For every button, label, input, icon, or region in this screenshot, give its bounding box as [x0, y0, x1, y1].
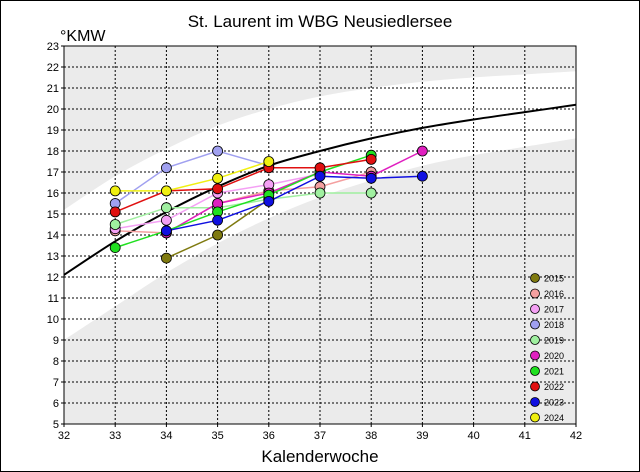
series-line-2023 [166, 175, 423, 232]
legend-marker-2020 [530, 350, 540, 361]
reference-curve [64, 103, 576, 276]
series-line-2018 [114, 150, 270, 205]
legend-label-2023: 2023 [544, 398, 564, 408]
data-point-2015 [160, 252, 172, 264]
y-tick-label: 22 [47, 62, 59, 74]
legend-marker-2024 [530, 412, 540, 423]
range-band [64, 71, 576, 340]
legend-label-2015: 2015 [544, 274, 564, 284]
data-point-2023 [416, 170, 428, 182]
x-tick-label: 36 [263, 430, 275, 442]
legend-marker-2018 [530, 319, 540, 330]
y-tick-label: 14 [47, 230, 59, 242]
legend-marker-2022 [530, 381, 540, 392]
chart-title: St. Laurent im WBG Neusiedlersee [188, 12, 453, 31]
legend-marker-2016 [530, 288, 540, 299]
y-tick-label: 10 [47, 314, 59, 326]
x-tick-label: 34 [160, 430, 172, 442]
legend: 2015 2016 2017 2018 2019 2020 2021 2022 2023 2024 [530, 273, 564, 423]
series-line-2022 [114, 158, 372, 213]
data-point-2019 [365, 187, 377, 199]
y-tick-label: 21 [47, 83, 59, 95]
data-point-2019 [314, 187, 326, 199]
y-tick-label: 12 [47, 272, 59, 284]
series-line-2016 [115, 171, 372, 234]
x-tick-label: 41 [519, 430, 531, 442]
legend-label-2017: 2017 [544, 305, 564, 315]
y-tick-label: 20 [47, 104, 59, 116]
series-line-2024 [115, 160, 270, 192]
data-point-2022 [365, 153, 377, 165]
data-point-2024 [160, 185, 172, 197]
legend-label-2021: 2021 [544, 367, 564, 377]
x-tick-label: 35 [211, 430, 223, 442]
y-tick-label: 8 [53, 356, 59, 368]
data-point-2023 [160, 225, 172, 237]
legend-marker-2021 [530, 366, 540, 376]
y-tick-label: 11 [48, 293, 59, 305]
data-point-2018 [160, 162, 172, 174]
data-point-2024 [212, 172, 224, 184]
data-point-2023 [263, 195, 275, 207]
plot-area [64, 46, 576, 424]
data-point-2023 [212, 214, 224, 226]
data-point-2024 [263, 156, 275, 167]
data-point-2021 [109, 242, 121, 254]
y-tick-label: 9 [53, 335, 59, 347]
data-point-2022 [212, 183, 224, 195]
legend-label-2018: 2018 [544, 320, 564, 330]
axes: 32 33 34 35 36 37 38 39 40 41 42 5 6 7 8 9 10 11 12 13 14 15 1… [47, 41, 582, 442]
legend-label-2019: 2019 [544, 336, 564, 346]
data-point-2020 [416, 145, 428, 157]
y-axis-label: °KMW [60, 28, 106, 45]
legend-marker-2015 [530, 273, 540, 283]
data-point-2022 [109, 206, 121, 218]
x-tick-label: 42 [570, 430, 582, 442]
data-point-2018 [212, 145, 224, 157]
data-point-2019 [160, 202, 172, 214]
data-point-2023 [314, 170, 326, 182]
legend-marker-2023 [530, 397, 540, 407]
y-tick-label: 23 [47, 41, 59, 53]
x-tick-label: 40 [467, 430, 479, 442]
legend-label-2016: 2016 [544, 289, 564, 299]
legend-label-2020: 2020 [544, 351, 564, 361]
data-point-2024 [109, 185, 121, 197]
x-tick-label: 39 [416, 430, 428, 442]
x-tick-label: 32 [58, 430, 70, 442]
legend-marker-2017 [530, 304, 540, 314]
y-tick-label: 19 [47, 125, 59, 137]
y-tick-label: 17 [47, 167, 59, 179]
legend-label-2022: 2022 [544, 382, 564, 392]
y-tick-label: 7 [53, 377, 59, 389]
y-tick-label: 5 [53, 419, 59, 431]
series-line-2021 [114, 154, 372, 249]
legend-marker-2019 [530, 335, 540, 345]
y-tick-label: 6 [53, 398, 59, 410]
x-axis-label: Kalenderwoche [261, 447, 378, 466]
y-tick-label: 18 [47, 146, 59, 158]
data-point-2019 [109, 219, 121, 230]
x-tick-label: 38 [365, 430, 377, 442]
grid [64, 46, 576, 424]
x-tick-label: 37 [314, 430, 326, 442]
x-tick-label: 33 [109, 430, 121, 442]
y-tick-label: 16 [47, 188, 59, 200]
legend-label-2024: 2024 [544, 413, 564, 423]
series-line-2020 [166, 150, 423, 234]
data-point-2017 [160, 214, 172, 226]
y-tick-label: 13 [47, 251, 59, 263]
data-point-2023 [365, 172, 377, 184]
data-point-2015 [212, 229, 224, 241]
y-tick-label: 15 [47, 209, 59, 221]
